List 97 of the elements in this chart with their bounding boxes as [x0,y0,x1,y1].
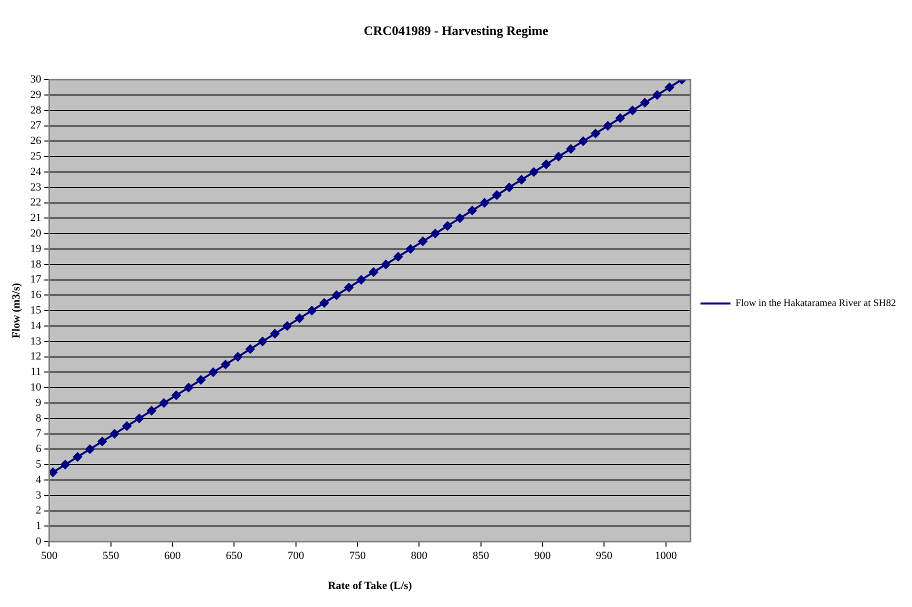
y-tick-label: 19 [30,242,42,255]
point [295,314,304,323]
point [221,360,230,369]
point [184,383,194,392]
y-tick-label: 10 [30,381,42,394]
point [492,190,502,200]
point [196,375,206,384]
y-tick-label: 20 [30,227,42,240]
x-tick-label: 800 [410,550,428,562]
y-axis-title: Flow (m3/s) [10,282,22,338]
x-tick-label: 900 [534,550,552,562]
point [110,429,120,438]
x-tick-label: 600 [164,550,182,562]
point [85,444,94,454]
y-tick-label: 22 [30,196,42,209]
x-tick-label: 750 [349,550,366,562]
y-tick-label: 13 [30,335,42,348]
point [60,460,70,470]
point [258,336,268,346]
y-tick-label: 15 [30,304,42,316]
x-tick-label: 850 [472,550,490,562]
y-tick-label: 2 [36,504,42,517]
y-tick-label: 14 [30,320,42,332]
point [98,437,107,446]
y-tick-label: 29 [30,88,42,101]
point [455,214,464,223]
y-tick-label: 26 [30,135,42,148]
point [369,268,378,277]
point [381,260,390,269]
point [208,368,218,377]
point [73,452,82,462]
point [122,422,132,431]
y-tick-label: 12 [30,350,42,363]
y-tick-label: 16 [30,289,42,302]
y-tick-label: 11 [30,366,42,378]
y-tick-label: 17 [30,274,42,286]
point [566,144,576,154]
point [307,306,316,316]
y-tick-label: 6 [36,443,42,456]
y-tick-label: 3 [36,489,42,502]
point [603,121,612,130]
point [616,114,625,123]
y-tick-label: 21 [30,212,42,224]
point [320,298,329,308]
point [628,106,638,115]
point [480,198,490,208]
y-tick-label: 0 [36,535,42,548]
point [356,275,366,284]
point [147,406,156,416]
point [172,390,181,400]
point [159,398,168,408]
x-tick-label: 950 [596,550,613,562]
point [233,352,242,362]
y-tick-label: 23 [30,181,42,194]
y-tick-label: 8 [36,412,42,424]
point [640,98,650,108]
point [468,206,477,215]
point [282,322,292,330]
point [443,221,452,230]
point [344,283,354,292]
point [591,129,600,138]
point [542,160,551,169]
x-tick-label: 500 [40,550,58,562]
y-tick-label: 30 [30,73,42,86]
point [270,329,280,338]
y-tick-label: 28 [30,104,42,116]
point [406,244,416,254]
point [134,414,144,423]
x-axis-title: Rate of Take (L/s) [328,580,412,592]
y-tick-label: 4 [36,474,42,486]
point [394,252,403,262]
x-tick-label: 650 [226,550,243,562]
y-tick-label: 7 [36,428,42,440]
x-tick-label: 1000 [654,550,678,562]
y-tick-label: 1 [36,520,42,532]
y-tick-label: 9 [36,396,42,409]
point [652,90,662,100]
point [246,344,255,354]
y-tick-label: 27 [30,120,42,132]
point [504,182,514,192]
point [665,82,674,92]
y-tick-label: 25 [30,150,42,162]
point [418,236,428,246]
point [578,136,588,146]
x-tick-label: 700 [288,550,305,562]
y-tick-label: 24 [30,166,42,178]
point [554,152,564,162]
point [49,468,58,477]
legend-label: Flow in the Hakataramea River at SH82 [735,298,896,310]
point [529,168,538,176]
point [332,290,342,300]
point [430,229,440,238]
chart-title: CRC041989 - Harvesting Regime [364,23,548,38]
point [517,175,526,184]
y-tick-label: 5 [36,458,42,470]
y-tick-label: 18 [30,258,42,270]
x-tick-label: 550 [102,550,120,562]
